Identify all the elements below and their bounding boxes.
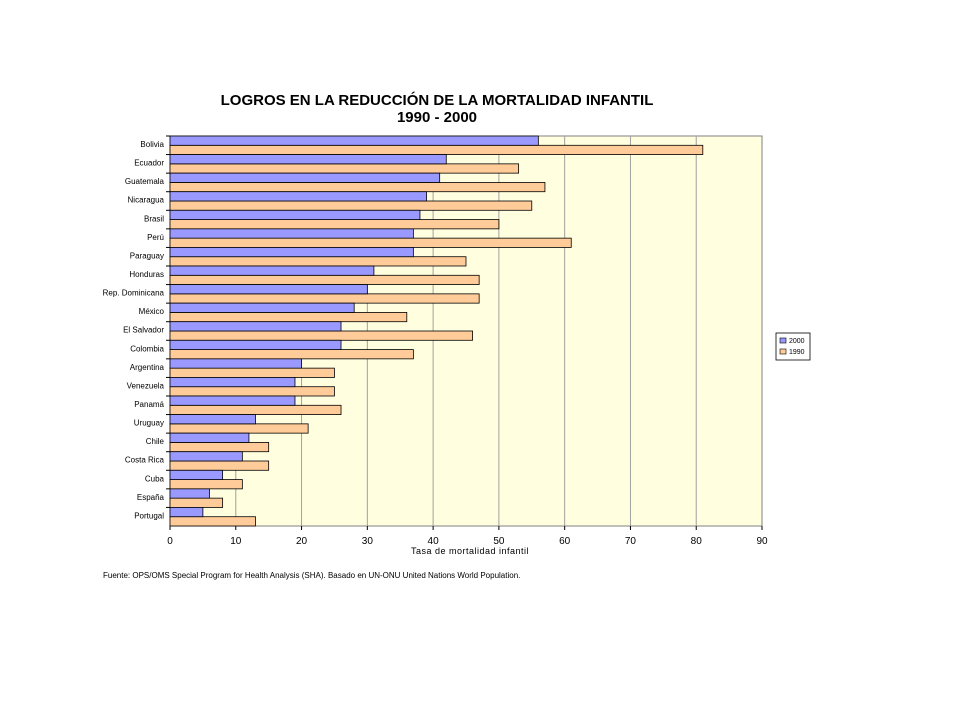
chart-title: LOGROS EN LA REDUCCIÓN DE LA MORTALIDAD … xyxy=(221,91,654,109)
category-label-20: Portugal xyxy=(134,511,164,520)
category-label-10: El Salvador xyxy=(123,326,164,335)
source-note: Fuente: OPS/OMS Special Program for Heal… xyxy=(103,571,520,580)
x-axis-title: Tasa de mortalidad infantil xyxy=(411,546,529,556)
x-tick-label-20: 20 xyxy=(296,536,308,547)
bar-1990-6 xyxy=(169,256,467,267)
bar-2000-8 xyxy=(169,284,368,295)
bar-2000-7 xyxy=(169,265,375,276)
bar-1990-0 xyxy=(169,144,704,155)
bar-1990-2 xyxy=(169,182,546,193)
category-label-0: Bolivia xyxy=(140,140,164,149)
bar-1990-9 xyxy=(169,312,408,323)
x-tick-label-40: 40 xyxy=(428,536,440,547)
bar-2000-10 xyxy=(169,321,342,332)
category-labels: Bolivia Ecuador Guatemala Nicaragua Brasil Pe… xyxy=(103,135,170,520)
bar-1990-17 xyxy=(169,460,270,471)
bar-1990-8 xyxy=(169,293,480,304)
chart-subtitle: 1990 - 2000 xyxy=(397,109,477,126)
category-label-11: Colombia xyxy=(130,344,164,353)
bar-2000-1 xyxy=(169,154,447,165)
category-label-18: Cuba xyxy=(145,474,165,483)
bar-2000-5 xyxy=(169,228,414,239)
category-label-4: Brasil xyxy=(144,214,164,223)
bar-2000-0 xyxy=(169,135,539,146)
category-label-8: Rep. Dominicana xyxy=(103,289,165,298)
bar-2000-4 xyxy=(169,209,421,220)
bar-1990-16 xyxy=(169,442,270,453)
bars xyxy=(169,135,704,527)
bar-2000-13 xyxy=(169,377,296,388)
legend-swatch-1990 xyxy=(779,348,787,355)
bar-2000-16 xyxy=(169,432,250,443)
bar-2000-12 xyxy=(169,358,302,369)
legend-label-1990: 1990 xyxy=(789,349,805,356)
category-label-2: Guatemala xyxy=(125,177,165,186)
bar-1990-5 xyxy=(169,237,572,248)
legend: 2000 1990 xyxy=(775,332,811,361)
bar-2000-15 xyxy=(169,414,256,425)
bar-1990-18 xyxy=(169,479,243,490)
bar-2000-9 xyxy=(169,302,355,313)
x-tick-labels: 0 10 20 30 40 50 60 70 80 90 xyxy=(167,536,768,547)
bar-1990-14 xyxy=(169,404,342,415)
bar-2000-20 xyxy=(169,507,204,518)
category-label-14: Panamá xyxy=(134,400,164,409)
category-label-3: Nicaragua xyxy=(128,196,165,205)
bar-2000-2 xyxy=(169,172,441,183)
bar-2000-19 xyxy=(169,488,210,499)
bar-2000-11 xyxy=(169,339,342,350)
x-tick-label-60: 60 xyxy=(559,536,571,547)
bar-1990-19 xyxy=(169,497,224,508)
x-tick-label-50: 50 xyxy=(493,536,505,547)
category-label-9: México xyxy=(139,307,165,316)
bar-1990-7 xyxy=(169,274,480,285)
bar-1990-10 xyxy=(169,330,473,341)
category-label-1: Ecuador xyxy=(134,159,164,168)
bar-1990-20 xyxy=(169,516,256,527)
bar-1990-11 xyxy=(169,349,414,360)
x-tick-label-80: 80 xyxy=(691,536,703,547)
bar-1990-3 xyxy=(169,200,533,211)
x-tick-label-10: 10 xyxy=(230,536,242,547)
legend-box xyxy=(775,332,811,361)
bar-2000-14 xyxy=(169,395,296,406)
category-label-15: Uruguay xyxy=(134,419,164,428)
bar-1990-12 xyxy=(169,367,335,378)
bar-1990-15 xyxy=(169,423,309,434)
bar-2000-18 xyxy=(169,469,224,480)
category-label-17: Costa Rica xyxy=(125,456,165,465)
bar-2000-17 xyxy=(169,451,243,462)
legend-label-2000: 2000 xyxy=(789,338,805,345)
category-label-19: España xyxy=(137,493,165,502)
category-label-16: Chile xyxy=(146,437,165,446)
x-tick-label-30: 30 xyxy=(362,536,374,547)
legend-swatch-2000 xyxy=(779,337,787,344)
x-tick-label-0: 0 xyxy=(167,536,173,547)
bar-1990-13 xyxy=(169,386,335,397)
category-label-6: Paraguay xyxy=(130,251,164,260)
x-tick-label-70: 70 xyxy=(625,536,637,547)
category-label-7: Honduras xyxy=(129,270,164,279)
category-label-5: Perú xyxy=(147,233,164,242)
category-label-13: Venezuela xyxy=(127,381,165,390)
bar-2000-6 xyxy=(169,247,414,258)
category-label-12: Argentina xyxy=(130,363,165,372)
bar-1990-1 xyxy=(169,163,520,174)
bar-2000-3 xyxy=(169,191,427,202)
bar-1990-4 xyxy=(169,219,500,230)
x-tick-label-90: 90 xyxy=(756,536,768,547)
